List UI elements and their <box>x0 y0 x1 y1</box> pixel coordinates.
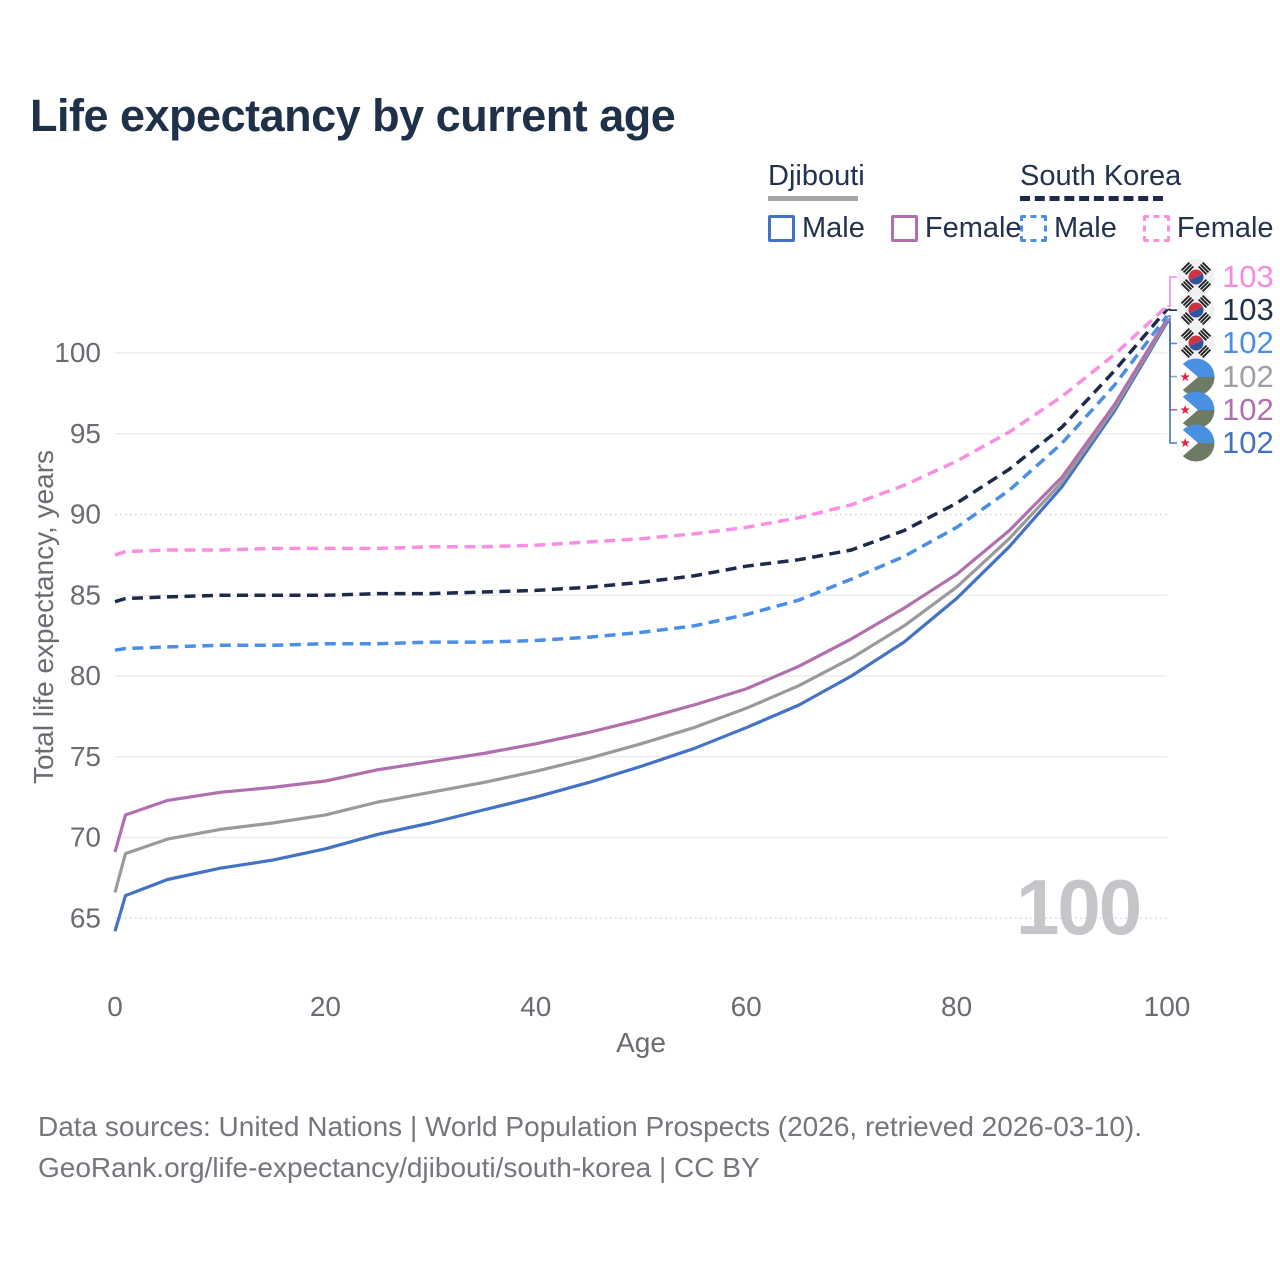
y-tick-90: 90 <box>70 499 101 530</box>
legend-label-south-korea-male: Male <box>1054 212 1117 244</box>
end-label-connector-dji_female <box>1167 318 1177 411</box>
end-label-value-dji_combined: 102 <box>1222 359 1274 394</box>
end-label-connector-sk_combined <box>1167 308 1177 311</box>
legend-group-south-korea: South Korea Male Female <box>1020 160 1274 245</box>
djibouti-flag-icon <box>1177 358 1215 396</box>
x-tick-100: 100 <box>1144 991 1191 1022</box>
legend-item-south-korea-male[interactable]: Male <box>1020 212 1117 245</box>
legend-swatch-djibouti-male <box>768 215 795 242</box>
end-label-value-sk_combined: 103 <box>1222 292 1274 327</box>
x-tick-20: 20 <box>310 991 341 1022</box>
end-label-value-sk_female: 103 <box>1222 259 1274 294</box>
south-korea-flag-icon <box>1177 324 1215 362</box>
djibouti-flag-icon <box>1177 424 1215 462</box>
line-dji_combined[interactable] <box>113 319 1169 893</box>
legend-underline-djibouti <box>768 196 858 201</box>
x-axis-title: Age <box>616 1027 666 1058</box>
y-tick-100: 100 <box>54 337 101 368</box>
y-tick-70: 70 <box>70 822 101 853</box>
legend-country-south-korea[interactable]: South Korea <box>1020 160 1181 201</box>
legend-item-south-korea-female[interactable]: Female <box>1142 212 1274 245</box>
line-sk_combined[interactable] <box>114 308 1169 604</box>
end-label-sk_combined: 103 <box>1177 291 1274 329</box>
legend-items-djibouti: Male Female <box>768 212 1022 245</box>
end-label-connector-sk_female <box>1167 276 1177 307</box>
legend-label-djibouti-male: Male <box>802 212 865 244</box>
footer: Data sources: United Nations | World Pop… <box>38 1106 1142 1188</box>
end-label-connector-dji_combined <box>1167 319 1177 378</box>
end-label-value-sk_male: 102 <box>1222 325 1274 360</box>
end-label-value-dji_male: 102 <box>1222 425 1274 460</box>
end-label-dji_female: 102 <box>1177 391 1274 429</box>
x-tick-80: 80 <box>941 991 972 1022</box>
end-label-sk_female: 103 <box>1177 258 1274 296</box>
footer-data-sources: Data sources: United Nations | World Pop… <box>38 1111 1143 1142</box>
end-label-value-dji_female: 102 <box>1222 392 1274 427</box>
line-sk_female[interactable] <box>114 304 1169 557</box>
line-sk_male[interactable] <box>114 314 1169 652</box>
legend-item-djibouti-male[interactable]: Male <box>768 212 865 245</box>
legend-item-djibouti-female[interactable]: Female <box>890 212 1022 245</box>
south-korea-flag-icon <box>1177 291 1215 329</box>
hovered-age-watermark: 100 <box>1016 863 1142 951</box>
y-tick-65: 65 <box>70 902 101 933</box>
legend-swatch-south-korea-male <box>1020 215 1047 242</box>
djibouti-flag-icon <box>1177 391 1215 429</box>
end-label-dji_male: 102 <box>1177 424 1274 462</box>
page-title: Life expectancy by current age <box>30 90 676 141</box>
y-tick-85: 85 <box>70 579 101 610</box>
legend-country-djibouti-label: Djibouti <box>768 160 865 192</box>
legend-items-south-korea: Male Female <box>1020 212 1274 245</box>
legend-label-south-korea-female: Female <box>1176 212 1274 244</box>
legend-underline-south-korea <box>1020 196 1163 201</box>
legend-swatch-south-korea-female <box>1142 215 1170 242</box>
x-tick-0: 0 <box>107 991 123 1022</box>
y-tick-80: 80 <box>70 660 101 691</box>
legend-country-djibouti[interactable]: Djibouti <box>768 160 865 201</box>
south-korea-flag-icon <box>1177 258 1215 296</box>
legend-country-south-korea-label: South Korea <box>1020 160 1182 192</box>
footer-attribution-link[interactable]: GeoRank.org/life-expectancy/djibouti/sou… <box>38 1152 760 1183</box>
end-label-sk_male: 102 <box>1177 324 1274 362</box>
x-tick-40: 40 <box>520 991 551 1022</box>
legend-label-djibouti-female: Female <box>924 212 1022 244</box>
y-tick-95: 95 <box>70 418 101 449</box>
line-dji_female[interactable] <box>113 318 1169 853</box>
x-tick-60: 60 <box>731 991 762 1022</box>
legend-swatch-djibouti-female <box>890 215 918 242</box>
line-dji_male[interactable] <box>113 321 1169 932</box>
y-tick-75: 75 <box>70 741 101 772</box>
end-label-connector-dji_male <box>1167 321 1177 444</box>
legend-group-djibouti: Djibouti Male Female <box>768 160 1022 245</box>
end-label-dji_combined: 102 <box>1177 358 1274 396</box>
